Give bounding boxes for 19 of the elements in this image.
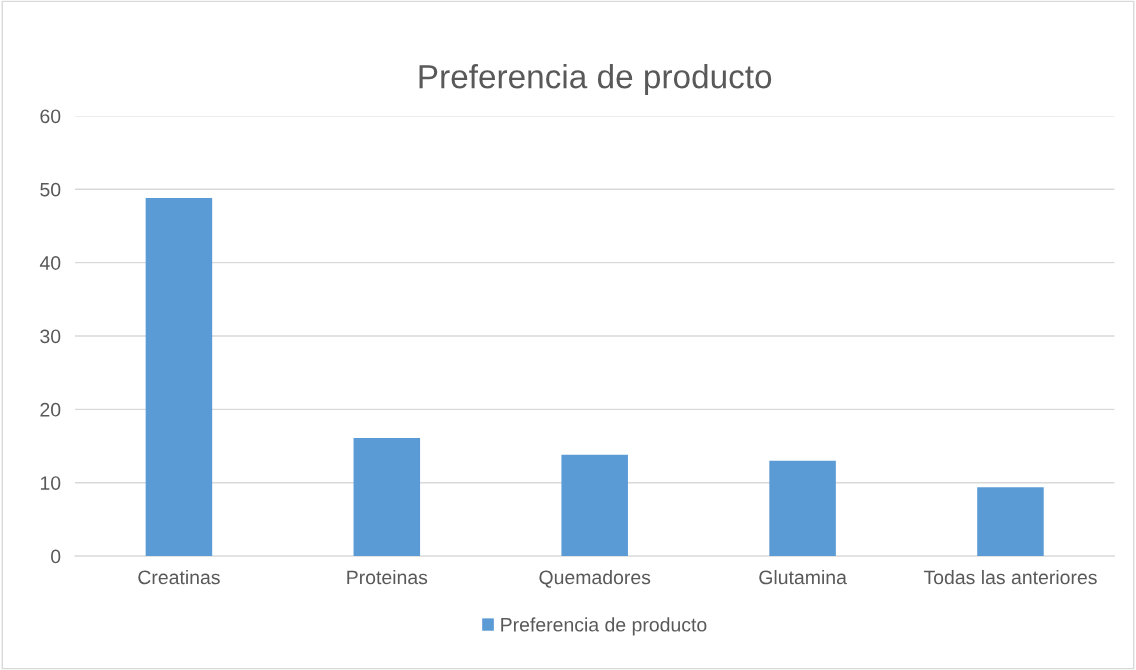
- x-tick-label: Glutamina: [759, 569, 847, 585]
- bar: [353, 437, 421, 557]
- bar: [145, 198, 213, 557]
- y-tick-label: 0: [51, 549, 61, 564]
- y-tick-label: 10: [40, 476, 61, 490]
- bar: [769, 460, 836, 557]
- chart-title: Preferencia de producto: [419, 63, 772, 96]
- x-tick-label: Creatinas: [138, 569, 220, 585]
- y-tick-label: 60: [40, 109, 61, 124]
- y-tick-label: 20: [40, 402, 61, 417]
- x-tick-label: Todas las anteriores: [923, 569, 1097, 585]
- bar: [977, 487, 1044, 557]
- y-tick-label: 50: [40, 182, 61, 197]
- x-tick-label: Proteinas: [347, 569, 428, 585]
- y-tick-label: 40: [39, 256, 61, 270]
- x-tick-label: Quemadores: [539, 569, 651, 588]
- bar: [561, 454, 628, 557]
- y-tick-label: 30: [40, 329, 61, 344]
- legend-label: Preferencia de producto: [501, 617, 707, 636]
